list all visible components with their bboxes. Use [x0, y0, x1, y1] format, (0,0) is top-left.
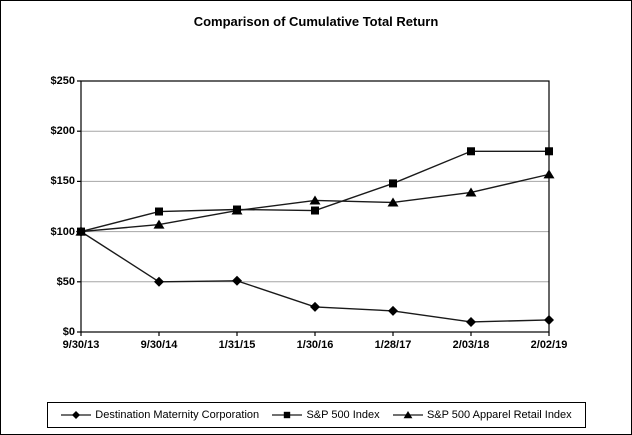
y-axis-tick-label: $50 — [56, 275, 75, 288]
plot-border — [80, 80, 550, 333]
x-axis-tick-label: 2/03/18 — [452, 339, 490, 351]
diamond-marker-icon — [388, 305, 398, 316]
diamond-marker-icon — [544, 314, 554, 325]
triangle-marker-icon — [543, 169, 555, 179]
legend: Destination Maternity Corporation S&P 500… — [47, 402, 586, 428]
x-axis-tick-label: 2/02/19 — [530, 339, 568, 351]
legend-item: S&P 500 Index — [272, 409, 380, 421]
diamond-marker-icon — [310, 301, 320, 312]
x-axis-tick-label: 1/31/15 — [218, 339, 256, 351]
legend-item: S&P 500 Apparel Retail Index — [392, 409, 572, 421]
diamond-marker-icon — [466, 316, 476, 327]
triangle-marker-icon — [387, 197, 399, 207]
legend-label: Destination Maternity Corporation — [95, 409, 260, 421]
x-axis-tick-label: 1/28/17 — [374, 339, 412, 351]
square-marker-icon — [155, 207, 163, 216]
triangle-marker-icon — [403, 411, 413, 419]
legend-sample — [61, 411, 92, 419]
y-axis-tick-label: $0 — [62, 326, 75, 338]
triangle-marker-icon — [465, 187, 477, 197]
triangle-marker-icon — [153, 219, 165, 229]
x-axis-tick-label: 1/30/16 — [296, 339, 334, 351]
square-marker-icon — [311, 206, 319, 215]
legend-sample — [392, 411, 423, 419]
y-axis-tick-label: $150 — [50, 175, 75, 188]
diamond-marker-icon — [72, 411, 81, 419]
legend-label: S&P 500 Index — [306, 409, 380, 421]
y-axis-tick-label: $250 — [50, 75, 75, 87]
diamond-marker-icon — [154, 276, 164, 287]
y-axis-tick-label: $100 — [50, 225, 75, 238]
x-axis-tick-label: 9/30/14 — [140, 339, 178, 351]
x-axis-tick-label: 9/30/13 — [62, 339, 100, 351]
diamond-marker-icon — [232, 275, 242, 286]
chart-title: Comparison of Cumulative Total Return — [193, 14, 439, 29]
triangle-marker-icon — [309, 195, 321, 205]
square-marker-icon — [467, 147, 475, 156]
legend-item: Destination Maternity Corporation — [61, 409, 259, 421]
square-marker-icon — [545, 147, 553, 156]
square-marker-icon — [233, 205, 241, 214]
square-marker-icon — [389, 179, 397, 188]
square-marker-icon — [284, 411, 291, 419]
series-line — [80, 150, 549, 233]
square-marker-icon — [77, 227, 85, 236]
legend-label: S&P 500 Apparel Retail Index — [426, 409, 572, 421]
y-axis-tick-label: $200 — [50, 125, 75, 138]
legend-sample — [272, 411, 303, 419]
